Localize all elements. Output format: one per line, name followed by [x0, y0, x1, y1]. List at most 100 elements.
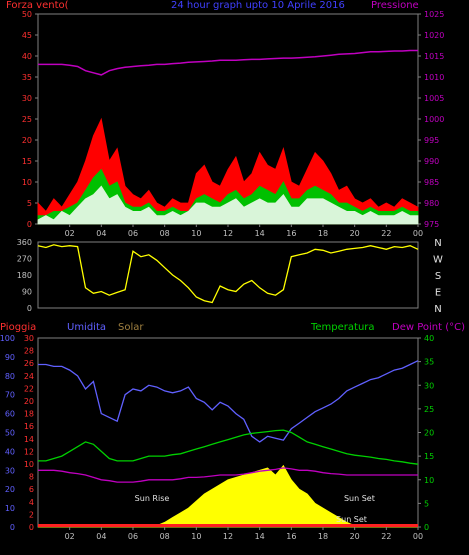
x-tick-label: 16 — [286, 229, 296, 238]
temp-y-tick-label: 20 — [424, 429, 434, 438]
temp-y-tick-label: 0 — [424, 523, 429, 532]
pressure-y-tick-label: 1005 — [424, 94, 444, 103]
environment-chart: 0102030405060708090100024681012141618202… — [0, 334, 434, 541]
x-tick-label: 08 — [160, 532, 170, 541]
wind-y-tick-label: 30 — [22, 94, 32, 103]
wind-y-tick-label: 20 — [22, 136, 32, 145]
pressure-y-tick-label: 1015 — [424, 52, 444, 61]
rain-y-tick-label: 26 — [24, 359, 34, 368]
rain-y-tick-label: 10 — [24, 460, 34, 469]
pressure-y-tick-label: 975 — [424, 220, 439, 229]
rain-y-tick-label: 12 — [24, 447, 34, 456]
x-tick-label: 18 — [318, 532, 328, 541]
wind-speed-area — [37, 185, 419, 225]
temp-y-tick-label: 25 — [424, 405, 434, 414]
temp-y-tick-label: 30 — [424, 381, 434, 390]
x-tick-label: 04 — [96, 229, 106, 238]
wind-chart: 0510152025303540455097598098599099510001… — [22, 10, 445, 238]
humidity-y-tick-label: 70 — [5, 391, 15, 400]
pressure-y-tick-label: 990 — [424, 157, 439, 166]
direction-y-tick-label: 90 — [22, 288, 32, 297]
wind-y-tick-label: 40 — [22, 52, 32, 61]
temp-y-tick-label: 35 — [424, 358, 434, 367]
dew_point-line — [38, 467, 418, 483]
rain-y-tick-label: 0 — [29, 523, 34, 532]
pressure-y-tick-label: 995 — [424, 136, 439, 145]
x-tick-label: 16 — [286, 532, 296, 541]
x-tick-label: 02 — [65, 532, 75, 541]
x-tick-label: 14 — [255, 229, 265, 238]
wind-y-tick-label: 50 — [22, 10, 32, 19]
wind-y-tick-label: 0 — [27, 220, 32, 229]
x-tick-label: 20 — [350, 229, 360, 238]
temp-y-tick-label: 5 — [424, 499, 429, 508]
x-tick-label: 04 — [96, 532, 106, 541]
pressure-y-tick-label: 980 — [424, 199, 439, 208]
temperature-line — [38, 429, 419, 465]
wind-y-tick-label: 10 — [22, 178, 32, 187]
rain-y-tick-label: 8 — [29, 473, 34, 482]
rain-y-tick-label: 18 — [24, 410, 34, 419]
dew-point-axis-title: Dew Point (°C) — [392, 322, 466, 333]
humidity-y-tick-label: 90 — [5, 353, 15, 362]
pressure-y-tick-label: 985 — [424, 178, 439, 187]
pressure-y-tick-label: 1000 — [424, 115, 444, 124]
temp-y-tick-label: 40 — [424, 334, 434, 343]
wind-y-tick-label: 35 — [22, 73, 32, 82]
rain-axis-title: Pioggia — [0, 322, 37, 333]
direction-y-tick-label: 270 — [17, 255, 32, 264]
x-tick-label: 00 — [413, 229, 423, 238]
direction-y-tick-label: 0 — [27, 304, 32, 313]
pressure-y-tick-label: 1010 — [424, 73, 444, 82]
humidity-line — [38, 360, 419, 443]
humidity-axis-title: Umidita — [67, 322, 107, 333]
pressure-line — [38, 49, 418, 76]
humidity-y-tick-label: 10 — [5, 504, 15, 513]
x-tick-label: 22 — [381, 532, 391, 541]
direction-y-tick-label: 360 — [17, 238, 32, 247]
rain-y-tick-label: 22 — [24, 384, 34, 393]
x-tick-label: 10 — [191, 229, 201, 238]
wind-y-tick-label: 45 — [22, 31, 32, 40]
rain-y-tick-label: 14 — [24, 435, 34, 444]
direction-line — [37, 244, 419, 304]
x-tick-label: 06 — [128, 532, 138, 541]
x-tick-label: 06 — [128, 229, 138, 238]
annotation-label: Sun Set — [336, 515, 367, 524]
solar-axis-title: Solar — [118, 322, 144, 333]
humidity-y-tick-label: 100 — [0, 334, 15, 343]
wind-axis-title: Forza vento( — [6, 0, 69, 11]
rain-y-tick-label: 28 — [24, 347, 34, 356]
compass-label: N — [434, 238, 441, 249]
compass-label: S — [435, 271, 441, 282]
compass-label: E — [435, 288, 441, 299]
wind-y-tick-label: 15 — [22, 157, 32, 166]
direction-y-tick-label: 180 — [17, 271, 32, 280]
humidity-y-tick-label: 0 — [10, 523, 15, 532]
rain-y-tick-label: 6 — [29, 485, 34, 494]
compass-label: N — [434, 304, 441, 315]
humidity-y-tick-label: 20 — [5, 485, 15, 494]
x-tick-label: 00 — [413, 532, 423, 541]
humidity-y-tick-label: 40 — [5, 447, 15, 456]
page-title: 24 hour graph upto 10 Aprile 2016 — [171, 0, 345, 11]
pressure-axis-title: Pressione — [371, 0, 419, 11]
pressure-y-tick-label: 1025 — [424, 10, 444, 19]
humidity-y-tick-label: 60 — [5, 410, 15, 419]
wind-y-tick-label: 25 — [22, 115, 32, 124]
x-tick-label: 18 — [318, 229, 328, 238]
x-tick-label: 20 — [350, 532, 360, 541]
x-tick-label: 12 — [223, 532, 233, 541]
x-tick-label: 12 — [223, 229, 233, 238]
x-tick-label: 22 — [381, 229, 391, 238]
humidity-y-tick-label: 30 — [5, 466, 15, 475]
temp-y-tick-label: 15 — [424, 452, 434, 461]
annotation-label: Sun Rise — [135, 494, 170, 503]
compass-label: W — [433, 255, 443, 266]
rain-y-tick-label: 20 — [24, 397, 34, 406]
rain-y-tick-label: 30 — [24, 334, 34, 343]
x-tick-label: 10 — [191, 532, 201, 541]
